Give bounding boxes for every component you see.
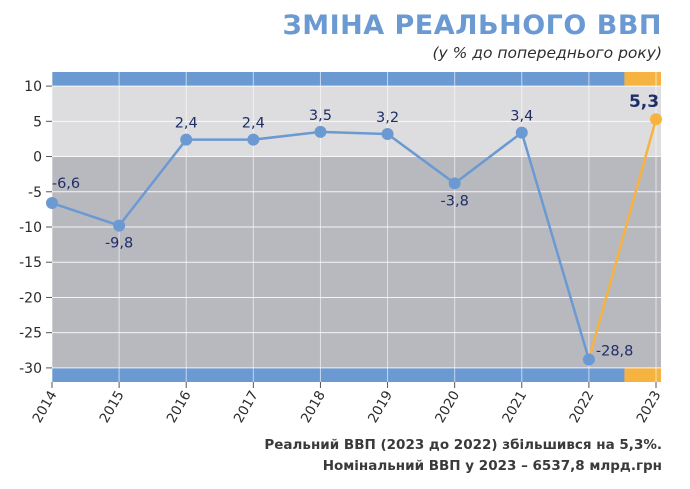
data-label-2021: 3,4	[510, 109, 533, 125]
x-tick-label: 2017	[231, 388, 262, 426]
data-label-2023: 5,3	[629, 92, 659, 112]
chart-title: ЗМІНА РЕАЛЬНОГО ВВП	[282, 10, 662, 41]
y-tick-label: -30	[19, 361, 42, 377]
data-label-2020: -3,8	[441, 193, 469, 209]
x-tick-label: 2020	[432, 388, 463, 426]
data-point-2021	[515, 126, 528, 139]
y-tick-label: 10	[24, 79, 42, 95]
y-tick-label: 0	[33, 150, 42, 166]
negative-area-band	[52, 156, 661, 382]
footnote-nominal-gdp: Номінальний ВВП у 2023 – 6537,8 млрд.грн	[322, 458, 662, 474]
data-point-2023	[650, 113, 662, 126]
x-tick-label: 2023	[633, 388, 664, 426]
data-label-2015: -9,8	[105, 236, 133, 252]
data-label-2016: 2,4	[175, 116, 198, 132]
data-point-2014	[46, 197, 58, 210]
y-tick-label: -5	[28, 185, 42, 201]
y-tick-label: -10	[19, 220, 42, 236]
data-point-2018	[314, 125, 327, 138]
data-point-2016	[180, 133, 193, 146]
top-strip-orange	[624, 72, 661, 87]
data-point-2019	[381, 128, 394, 140]
y-tick-label: 5	[33, 114, 42, 130]
top-strip-blue	[52, 72, 625, 87]
x-tick-label: 2018	[298, 388, 329, 426]
bottom-strip-blue	[52, 367, 625, 382]
data-label-2022: -28,8	[596, 343, 634, 359]
series-line-highlight	[587, 118, 658, 360]
data-label-2017: 2,4	[242, 116, 265, 132]
data-label-2019: 3,2	[376, 110, 399, 126]
footnote-real-gdp: Реальний ВВП (2023 до 2022) збільшився н…	[264, 437, 662, 453]
y-tick-label: -15	[19, 255, 42, 271]
y-tick-label: -20	[19, 290, 42, 306]
chart-subtitle: (у % до попереднього року)	[432, 44, 662, 62]
x-tick-label: 2015	[97, 388, 128, 426]
data-point-2017	[247, 133, 260, 146]
x-tick-label: 2014	[29, 388, 60, 426]
x-tick-label: 2021	[499, 388, 530, 426]
x-tick-label: 2019	[365, 388, 396, 426]
x-tick-label: 2016	[164, 388, 195, 426]
bottom-strip-orange	[624, 367, 661, 382]
data-label-2018: 3,5	[309, 108, 332, 124]
data-point-2020	[448, 177, 461, 190]
data-label-2014: -6,6	[52, 176, 80, 192]
x-tick-label: 2022	[566, 388, 597, 426]
data-point-2022	[582, 353, 595, 366]
y-tick-label: -25	[19, 326, 42, 342]
data-point-2015	[113, 219, 126, 232]
